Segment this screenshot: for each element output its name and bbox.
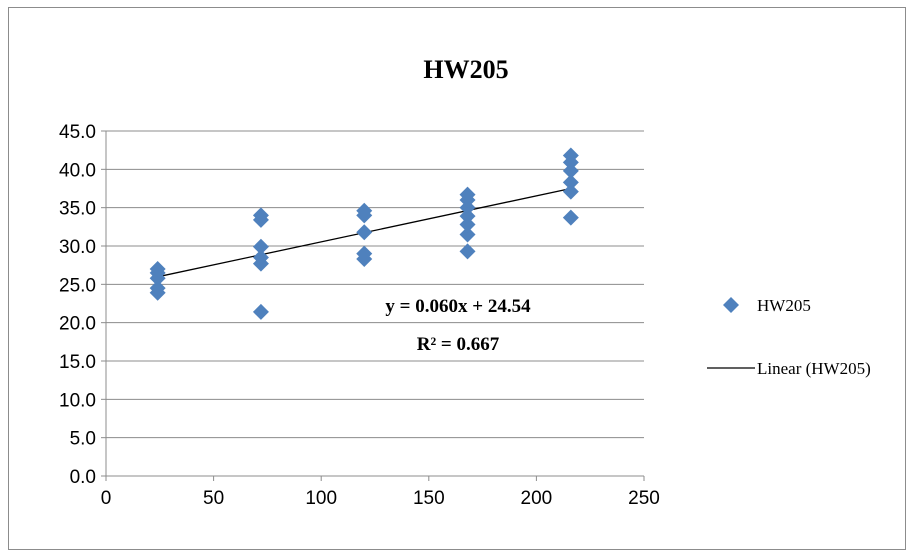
x-tick-label: 200 xyxy=(521,488,553,509)
trendline-equation: y = 0.060x + 24.54 xyxy=(385,296,531,317)
data-point xyxy=(562,183,579,200)
legend-marker-icon xyxy=(723,297,739,313)
data-point xyxy=(356,224,373,241)
x-tick-label: 0 xyxy=(101,488,112,509)
data-point xyxy=(252,207,269,224)
y-tick-label: 5.0 xyxy=(70,429,96,450)
data-point xyxy=(252,303,269,320)
chart-title: HW205 xyxy=(423,55,508,84)
data-point xyxy=(149,261,166,277)
x-tick-label: 100 xyxy=(305,488,337,509)
y-tick-label: 15.0 xyxy=(59,352,96,373)
data-point xyxy=(252,238,269,255)
x-tick-label: 150 xyxy=(413,488,445,509)
y-tick-label: 25.0 xyxy=(59,275,96,296)
legend: HW205 Linear (HW205) xyxy=(707,296,871,378)
y-tick-label: 30.0 xyxy=(59,237,96,258)
y-tick-label: 45.0 xyxy=(59,122,96,143)
y-tick-label: 40.0 xyxy=(59,160,96,181)
data-point xyxy=(459,216,476,233)
data-point xyxy=(562,147,579,164)
gridlines xyxy=(106,130,644,477)
data-point xyxy=(252,249,269,266)
y-tick-label: 35.0 xyxy=(59,199,96,220)
x-tick-label: 50 xyxy=(203,488,224,509)
data-point xyxy=(459,186,476,203)
y-tick-label: 0.0 xyxy=(70,467,96,488)
data-point xyxy=(459,243,476,260)
data-points xyxy=(149,147,579,320)
data-point xyxy=(562,174,579,191)
data-point xyxy=(356,245,373,262)
data-point xyxy=(356,202,373,219)
axes: 0.0 5.0 10.0 15.0 20.0 25.0 30.0 35.0 40.0 45.0 0 5… xyxy=(59,122,660,509)
y-tick-label: 10.0 xyxy=(59,390,96,411)
legend-label-trendline: Linear (HW205) xyxy=(757,359,871,378)
data-point xyxy=(562,209,579,226)
data-point xyxy=(459,208,476,225)
y-tick-label: 20.0 xyxy=(59,314,96,335)
legend-label-series: HW205 xyxy=(757,296,811,315)
data-point xyxy=(459,226,476,243)
r-squared-label: R² = 0.667 xyxy=(417,334,500,355)
data-point xyxy=(562,162,579,179)
chart-frame: HW205 0.0 5.0 10.0 15.0 20.0 25.0 30.0 35.0 40.0… xyxy=(8,7,906,550)
x-tick-label: 250 xyxy=(628,488,660,509)
scatter-chart: HW205 0.0 5.0 10.0 15.0 20.0 25.0 30.0 35.0 40.0… xyxy=(59,55,871,509)
data-point xyxy=(149,280,166,297)
